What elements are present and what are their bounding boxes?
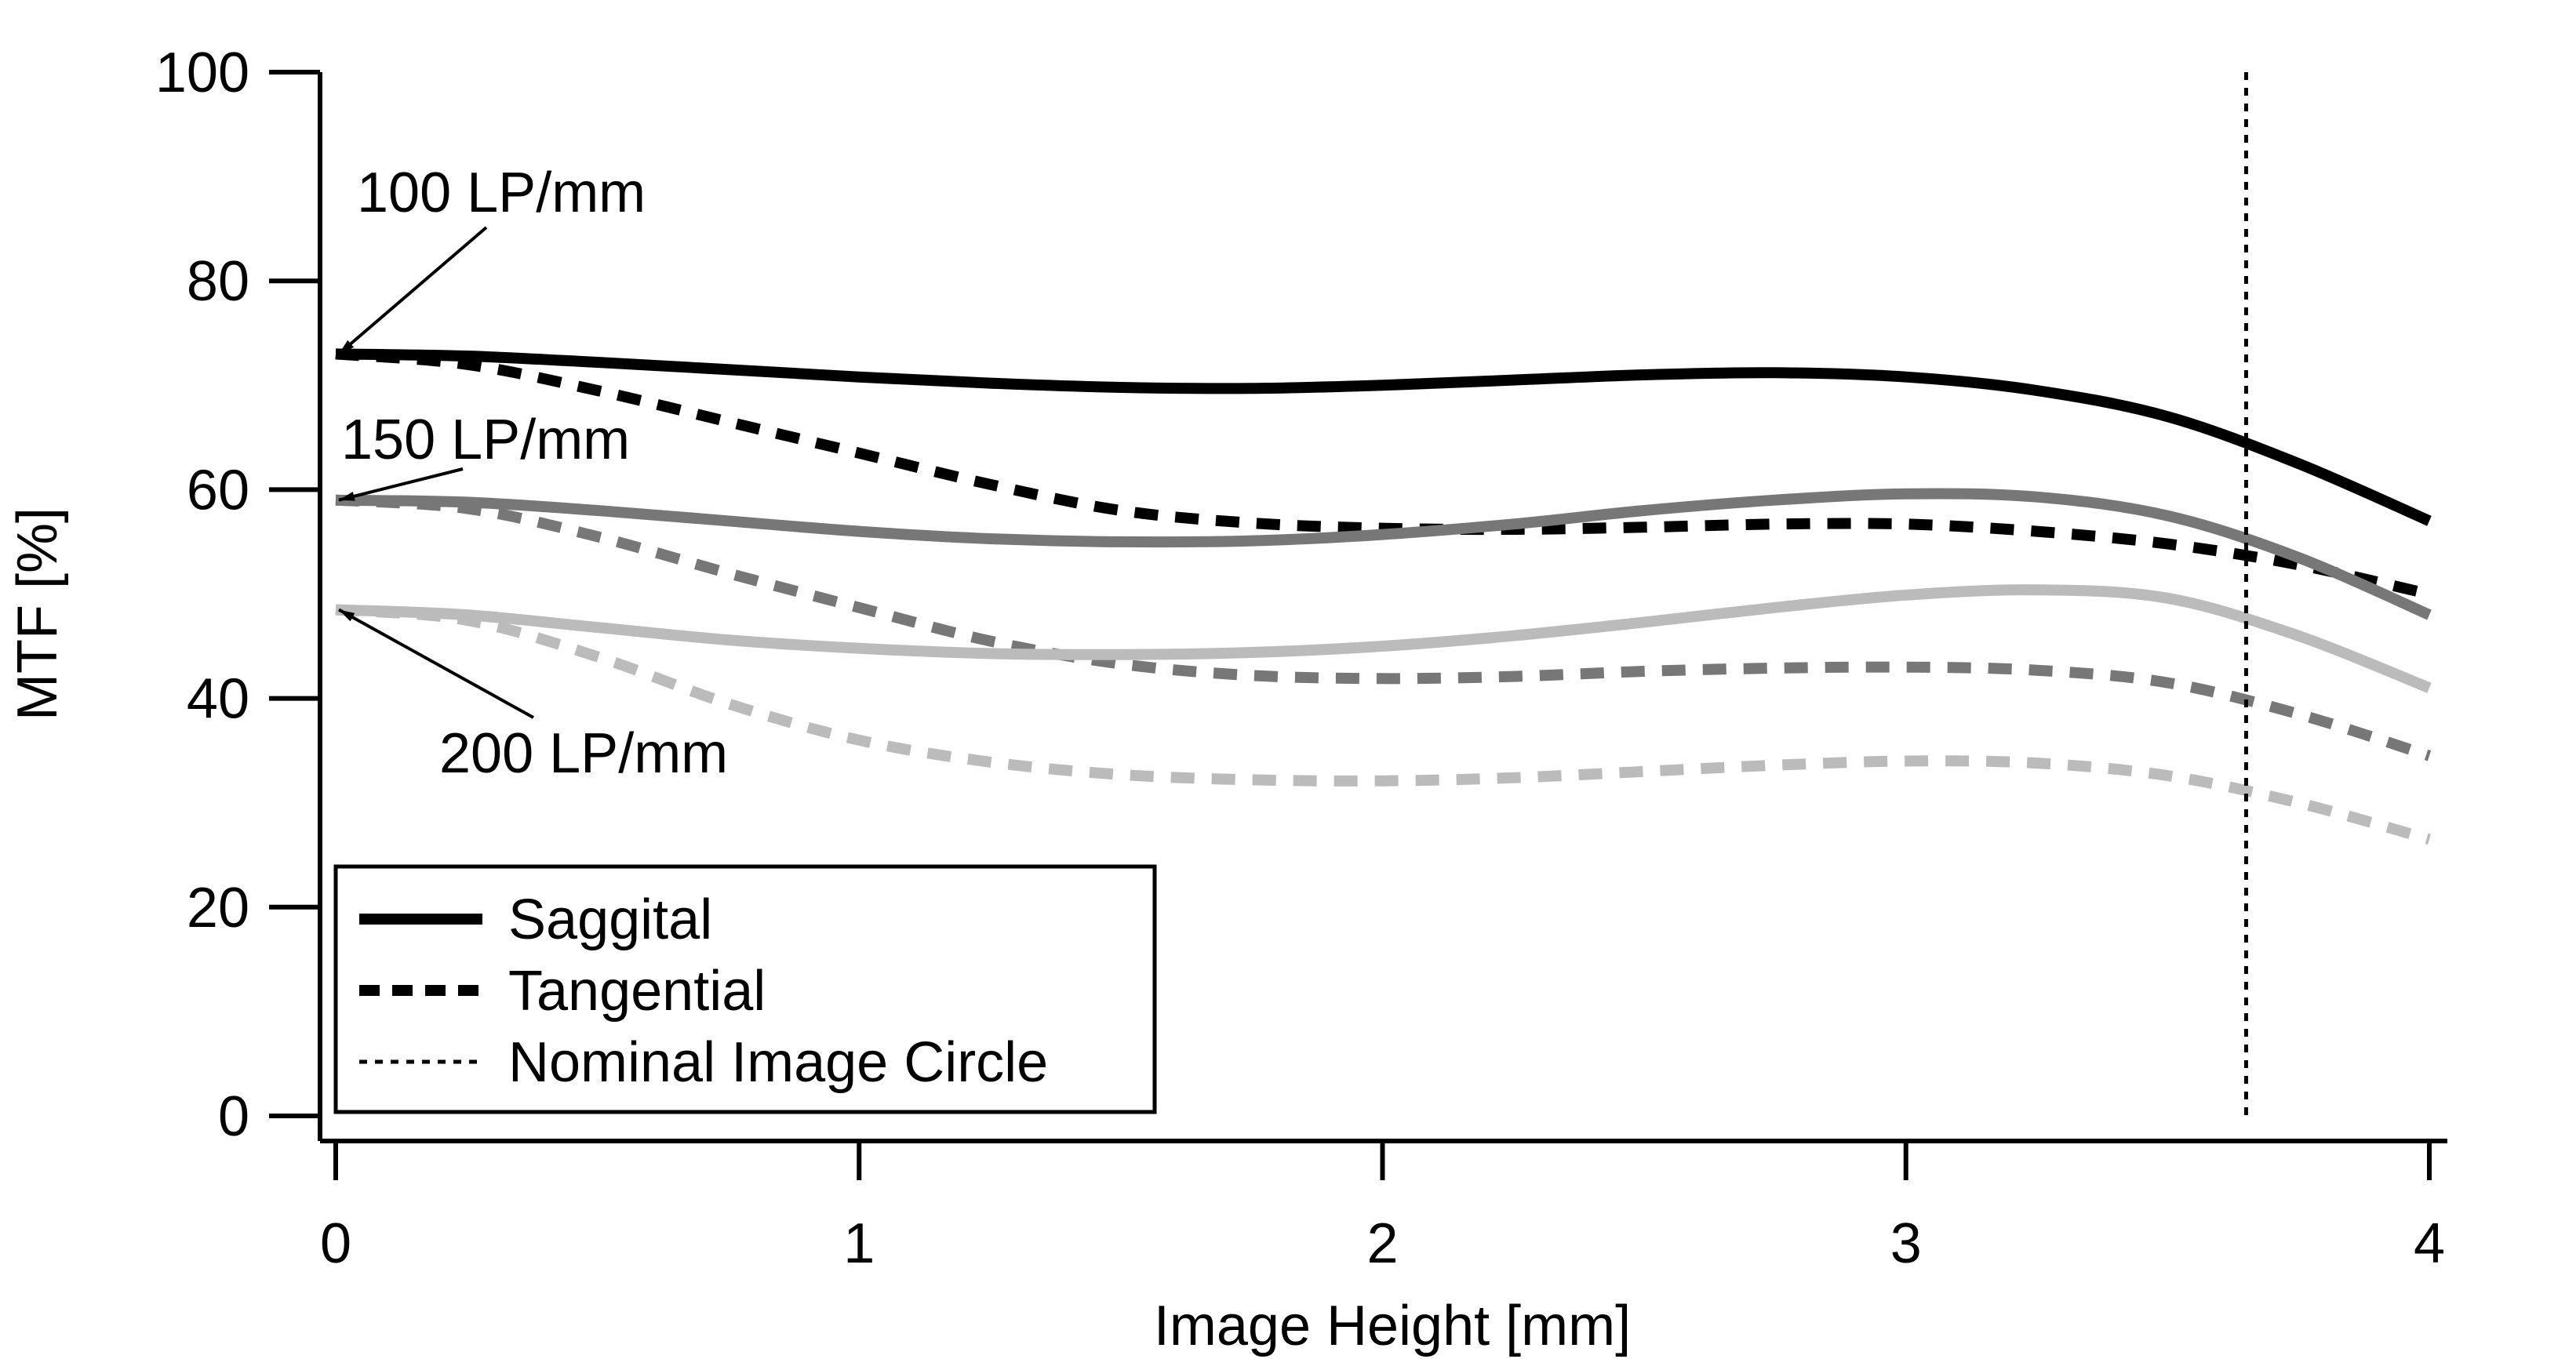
annotation-100lp-arrow [337,226,488,355]
series-line-200-lp-tangential [335,604,2431,845]
annotation-150lp-label: 150 LP/mm [341,409,630,471]
legend-label-nominal: Nominal Image Circle [508,1031,1048,1094]
y-tick-label: 0 [218,1085,249,1148]
x-ticks: 0 1 2 3 4 [320,1141,2445,1275]
legend-entry-saggital: Saggital [359,888,712,951]
x-tick-label: 0 [320,1212,351,1275]
y-tick-label: 40 [187,668,249,731]
x-tick-label: 4 [2414,1212,2445,1275]
y-tick-label: 20 [187,877,249,939]
annotation-200lp-label: 200 LP/mm [439,722,728,785]
x-tick-label: 2 [1366,1212,1398,1275]
series-line-200-lp-saggital [335,584,2432,693]
y-axis-title: MTF [%] [6,507,69,721]
x-axis-title: Image Height [mm] [1154,1295,1631,1357]
series-line-100-lp-saggital [335,348,2432,526]
y-ticks: 0 20 40 60 80 100 [155,42,320,1148]
series-line-150-lp-saggital [335,488,2432,620]
x-tick-label: 1 [843,1212,875,1275]
legend-label-saggital: Saggital [508,888,712,951]
annotation-150lp-arrow [338,467,464,502]
annotation-200lp-arrow [338,608,534,719]
legend-label-tangential: Tangential [508,960,766,1023]
legend-entry-tangential: Tangential [359,960,766,1023]
annotation-150lp: 150 LP/mm [338,409,630,502]
annotation-100lp: 100 LP/mm [337,162,646,355]
series-line-100-lp-tangential [335,348,2431,600]
legend-entry-nominal: Nominal Image Circle [359,1031,1048,1094]
annotation-100lp-label: 100 LP/mm [357,162,646,224]
y-tick-label: 80 [187,250,249,313]
legend: Saggital Tangential Nominal Image Circle [333,864,1157,1114]
x-tick-label: 3 [1890,1212,1922,1275]
series-line-150-lp-tangential [335,494,2432,761]
y-tick-label: 60 [187,459,249,521]
annotation-200lp: 200 LP/mm [338,608,728,785]
y-tick-label: 100 [155,42,249,104]
series-group [335,348,2432,845]
